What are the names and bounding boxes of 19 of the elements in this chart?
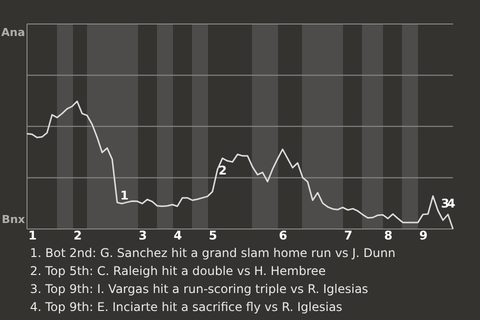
x-tick-label: 1 — [28, 228, 37, 242]
x-tick-label: 7 — [344, 228, 352, 242]
text: Ana — [1, 26, 25, 39]
x-tick-label: 5 — [208, 228, 218, 242]
text: Bnx — [2, 213, 25, 226]
text: 3. Top 9th: I. Vargas hit a run-scoring triple vs R. Iglesias — [30, 282, 368, 296]
annotation: 3 — [440, 196, 450, 211]
text: 4. Top 9th: E. Inciarte hit a sacrifice fly vs R. Iglesias — [30, 300, 342, 314]
annotation: 2 — [218, 164, 227, 178]
annotation: 4 — [446, 196, 456, 211]
x-tick-label: 8 — [384, 228, 393, 242]
x-tick-label: 4 — [174, 228, 182, 242]
annotation: 1 — [120, 188, 129, 203]
x-tick-label: 9 — [419, 228, 428, 242]
text: 2. Top 5th: C. Raleigh hit a double vs H. Hembree — [30, 264, 326, 278]
x-tick-label: 2 — [73, 228, 82, 242]
x-tick-label: 3 — [138, 228, 147, 242]
x-tick-label: 6 — [278, 228, 288, 242]
text: 1. Bot 2nd: G. Sanchez hit a grand slam home run vs J. Dunn — [30, 246, 396, 260]
